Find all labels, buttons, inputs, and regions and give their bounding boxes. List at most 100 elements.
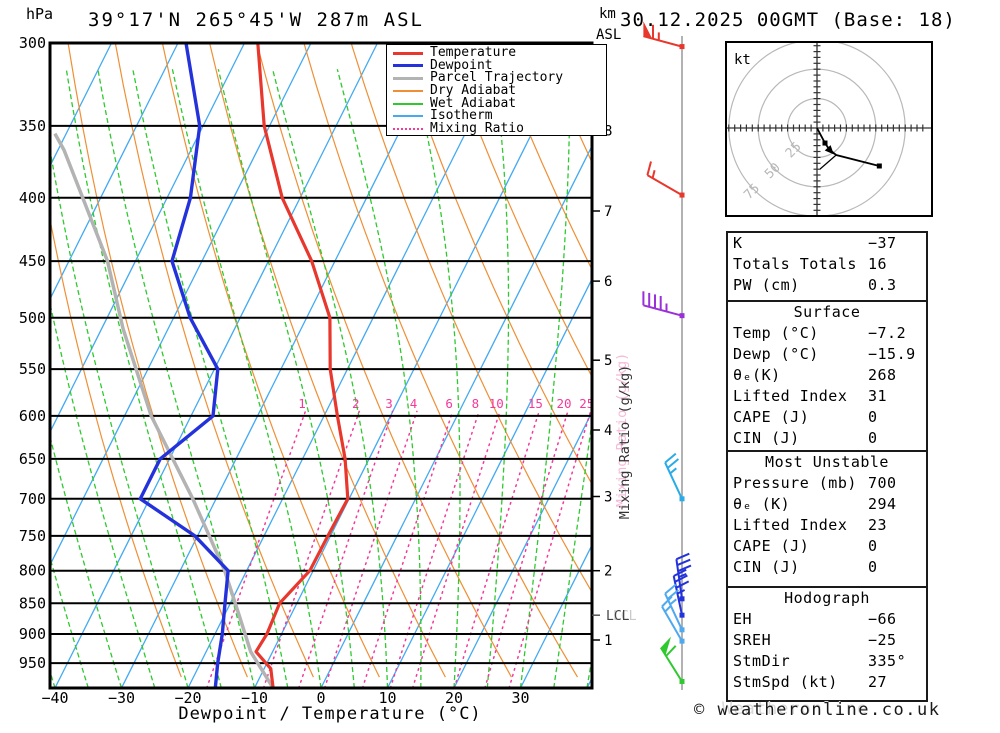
table-row: Lifted Index 23 <box>728 515 926 536</box>
km-tick-label: 2 <box>604 564 612 580</box>
table-row-label: Temp (°C) <box>733 324 819 342</box>
table-row: CIN (J) 0 <box>728 557 926 578</box>
table-header: Surface <box>793 303 861 321</box>
legend-swatch-mixing-ratio <box>393 127 423 130</box>
legend-item: Isotherm <box>391 109 606 123</box>
pressure-tick-label: 850 <box>19 594 46 612</box>
legend-swatch-temperature <box>393 51 423 55</box>
legend-label: Parcel Trajectory <box>430 70 564 86</box>
pressure-axis-unit: hPa <box>26 5 54 23</box>
legend-item: Dewpoint <box>391 57 606 73</box>
table-row-label: EH <box>733 610 753 628</box>
table-row-value: −66 <box>868 610 897 628</box>
pressure-tick-label: 900 <box>19 625 46 643</box>
temp-tick-label: −10 <box>241 689 268 707</box>
km-tick-label: 7 <box>604 204 612 220</box>
table-row-label: CIN (J) <box>733 558 800 576</box>
table-row-value: 700 <box>868 474 897 492</box>
wind-barb <box>643 21 685 50</box>
pressure-tick-label: 700 <box>19 490 46 508</box>
legend-label: Wet Adiabat <box>430 95 517 111</box>
table-row-value: −37 <box>868 234 897 252</box>
table-row-label: Pressure (mb) <box>733 474 857 492</box>
pressure-tick-label: 400 <box>19 189 46 207</box>
mixing-axis-label: Mixing Ratio (g/kg) <box>617 365 633 519</box>
hodograph-border <box>725 41 933 217</box>
km-axis-label-line1: km <box>599 6 616 22</box>
table-row: Totals Totals 16 <box>728 254 926 275</box>
table-row-label: Lifted Index <box>733 516 848 534</box>
table-row-value: −15.9 <box>868 345 916 363</box>
mixing-ratio-value-label: 6 <box>445 396 453 411</box>
hodograph-unit-label: kt <box>734 52 751 68</box>
table-row: Pressure (mb) 700 <box>728 473 926 494</box>
wind-barb <box>659 636 685 684</box>
wind-barb <box>664 452 685 502</box>
table-row-value: 268 <box>868 366 897 384</box>
table-row-value: 294 <box>868 495 897 513</box>
wind-barb <box>642 291 685 319</box>
legend-swatch-dry-adiabat <box>393 90 423 93</box>
parcel-trajectory-curve <box>53 132 275 688</box>
table-row: StmDir 335° <box>728 651 926 672</box>
temp-tick-label: 30 <box>511 689 529 707</box>
table-row: CAPE (J) 0 <box>728 536 926 557</box>
table-row-value: 0 <box>868 429 878 447</box>
table-row: StmSpd (kt) 27 <box>728 672 926 693</box>
table-row-label: CAPE (J) <box>733 408 810 426</box>
table-row: SREH −25 <box>728 630 926 651</box>
hodograph-table: Hodograph EH −66 SREH −25 StmDir 335° StmSpd (k… <box>726 586 928 702</box>
legend-box: Temperature Dewpoint Parcel Trajectory Dry … <box>386 44 607 136</box>
km-tick-label: 6 <box>604 274 612 290</box>
table-row-label: SREH <box>733 631 772 649</box>
table-row: CAPE (J) 0 <box>728 407 926 428</box>
table-row-value: 0 <box>868 558 878 576</box>
table-row-label: CAPE (J) <box>733 537 810 555</box>
table-row-label: K <box>733 234 743 252</box>
table-row: Dewp (°C) −15.9 <box>728 344 926 365</box>
legend-label: Dry Adiabat <box>430 83 517 99</box>
pressure-tick-label: 450 <box>19 252 46 270</box>
table-row: PW (cm) 0.3 <box>728 275 926 296</box>
pressure-tick-label: 650 <box>19 450 46 468</box>
mixing-ratio-value-label: 25 <box>579 396 594 411</box>
km-tick-label: 1 <box>604 633 612 649</box>
station-title: 39°17'N 265°45'W 287m ASL <box>88 9 424 31</box>
mixing-ratio-value-label: 8 <box>472 396 480 411</box>
wind-barb <box>672 568 690 618</box>
pressure-tick-label: 600 <box>19 407 46 425</box>
table-row-value: −25 <box>868 631 897 649</box>
copyright-text: © weatheronline.co.uk <box>694 700 941 720</box>
mixing-ratio-value-label: 10 <box>489 396 504 411</box>
table-row-value: 335° <box>868 652 907 670</box>
lcl-label-ghost: LCL <box>613 609 637 624</box>
temp-tick-label: 20 <box>445 689 463 707</box>
table-row-value: −7.2 <box>868 324 907 342</box>
temperature-curve <box>254 43 350 688</box>
legend-swatch-dewpoint <box>393 64 423 68</box>
temp-tick-label: 10 <box>378 689 396 707</box>
km-tick-label: 4 <box>604 423 612 439</box>
mixing-axis-label-ghost: Mixing Ratio (g/kg) <box>614 353 630 507</box>
table-row-label: Dewp (°C) <box>733 345 819 363</box>
legend-item: Temperature <box>391 45 606 61</box>
table-row-label: StmDir <box>733 652 791 670</box>
run-date-label: 30.12.2025 00GMT (Base: 18) <box>620 9 956 31</box>
legend-label: Temperature <box>430 45 517 61</box>
legend-label: Dewpoint <box>430 57 493 73</box>
table-row-label: Lifted Index <box>733 387 848 405</box>
watermark-ghost-text: Weatheronline <box>722 699 869 719</box>
temp-tick-label: 0 <box>316 689 325 707</box>
mixing-ratio-value-label: 1 <box>298 396 306 411</box>
table-row-label: PW (cm) <box>733 276 800 294</box>
km-tick-label: 3 <box>604 490 612 506</box>
legend-swatch-wet-adiabat <box>393 102 423 105</box>
table-row: Lifted Index 31 <box>728 386 926 407</box>
mixing-ratio-value-label: 2 <box>352 396 360 411</box>
table-row-label: StmSpd (kt) <box>733 673 838 691</box>
table-row-value: 27 <box>868 673 888 691</box>
table-row: θₑ (K) 294 <box>728 494 926 515</box>
legend-swatch-isotherm <box>393 115 423 118</box>
